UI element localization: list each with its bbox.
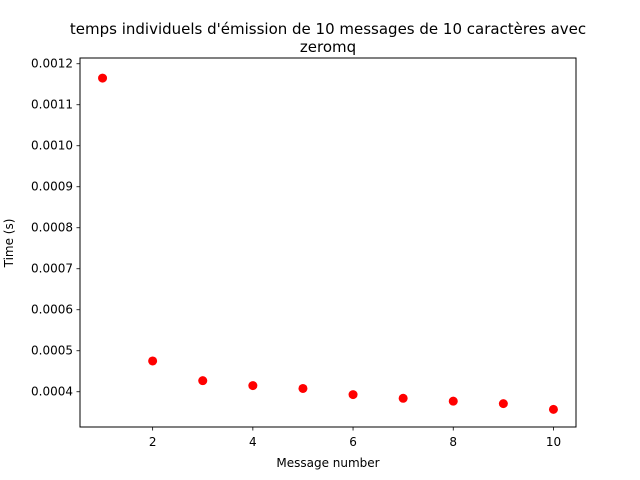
y-tick-label: 0.0010 xyxy=(31,139,73,153)
data-point xyxy=(298,383,308,393)
y-tick-label: 0.0005 xyxy=(31,344,73,358)
data-point xyxy=(398,393,408,403)
y-tick-label: 0.0009 xyxy=(31,180,73,194)
data-point xyxy=(248,381,258,391)
x-tick-label: 10 xyxy=(546,435,561,449)
data-point xyxy=(448,396,458,406)
y-tick-label: 0.0007 xyxy=(31,262,73,276)
x-axis-ticks: 2 4 6 8 10 xyxy=(149,427,561,449)
data-point xyxy=(198,376,208,386)
y-axis-label: Time (s) xyxy=(2,219,16,269)
y-tick-label: 0.0006 xyxy=(31,303,73,317)
x-tick-label: 4 xyxy=(249,435,257,449)
x-tick-label: 8 xyxy=(449,435,457,449)
data-point xyxy=(548,404,558,414)
plot-frame xyxy=(79,57,577,428)
y-tick-label: 0.0004 xyxy=(31,385,73,399)
x-tick-label: 2 xyxy=(149,435,157,449)
x-tick-label: 6 xyxy=(349,435,357,449)
data-point xyxy=(98,73,108,83)
data-point xyxy=(148,356,158,366)
data-point xyxy=(498,399,508,409)
data-point xyxy=(348,390,358,400)
x-axis-label: Message number xyxy=(276,456,379,470)
y-tick-label: 0.0011 xyxy=(31,98,73,112)
y-tick-label: 0.0008 xyxy=(31,221,73,235)
chart-title-line-2: zeromq xyxy=(300,38,356,56)
chart-title-line-1: temps individuels d'émission de 10 messa… xyxy=(70,20,586,38)
y-axis-ticks: 0.0004 0.0005 0.0006 0.0007 0.0008 0.0009 0.00… xyxy=(31,57,80,399)
y-tick-label: 0.0012 xyxy=(31,57,73,71)
data-points xyxy=(98,73,558,414)
